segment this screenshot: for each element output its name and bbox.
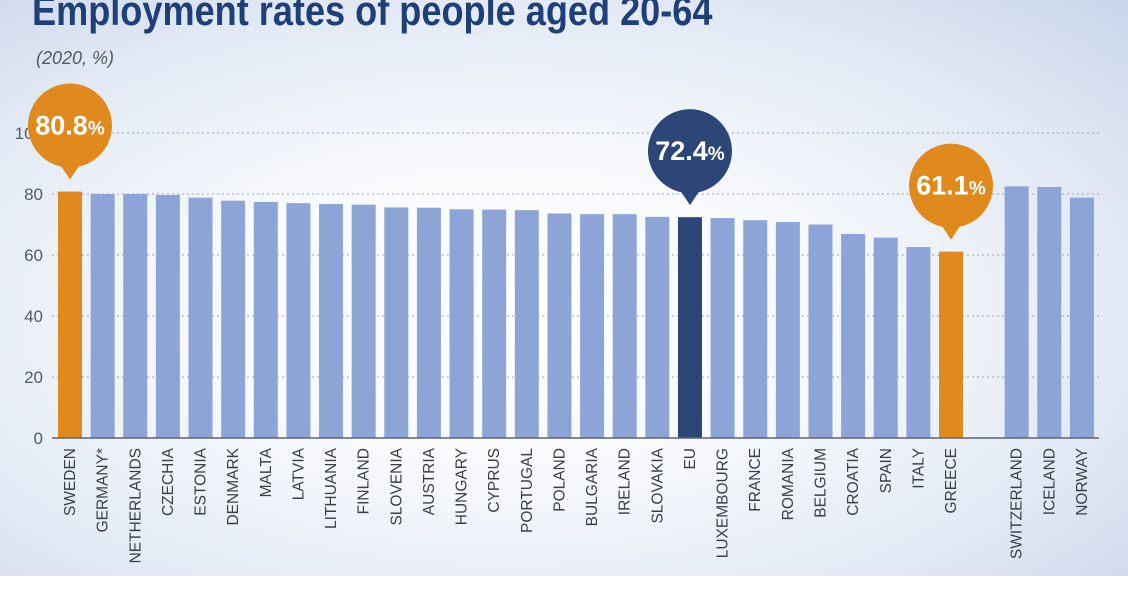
- bar-france: [743, 220, 768, 438]
- chart-subtitle: (2020, %): [36, 48, 115, 68]
- callout-value: 61.1%: [916, 171, 986, 201]
- y-axis-ticks: 020406080100: [15, 124, 43, 448]
- x-tick-label: FINLAND: [356, 448, 373, 514]
- bars: [58, 186, 1094, 438]
- x-tick-label: HUNGARY: [454, 448, 471, 525]
- chart-panel: Employment rates of people aged 20-64 (2…: [0, 0, 1128, 576]
- x-tick-label: SLOVAKIA: [649, 447, 666, 523]
- callout-eu: 72.4%: [647, 109, 732, 206]
- bar-ireland: [612, 214, 637, 438]
- bar-belgium: [808, 224, 833, 438]
- x-tick-label: GREECE: [943, 448, 960, 513]
- callout-bubble: [28, 83, 112, 168]
- bar-netherlands: [123, 194, 148, 438]
- callout-sweden: 80.8%: [28, 83, 112, 180]
- bar-luxembourg: [710, 218, 735, 438]
- x-tick-label: SLOVENIA: [388, 447, 405, 525]
- bar-czechia: [155, 194, 180, 438]
- x-tick-label: NETHERLANDS: [127, 448, 144, 563]
- x-tick-label: PORTUGAL: [519, 448, 536, 533]
- bar-portugal: [514, 210, 539, 438]
- y-tick-label: 0: [34, 429, 43, 448]
- bar-bulgaria: [580, 214, 605, 438]
- callout-pointer: [677, 187, 702, 206]
- x-axis-labels: SWEDEN GERMANY* NETHERLANDS CZECHIA ESTONIA D…: [62, 447, 1091, 563]
- bar-eu: [677, 217, 702, 438]
- callout-value: 80.8%: [35, 111, 105, 141]
- x-tick-label: CZECHIA: [160, 447, 177, 516]
- x-tick-label: MALTA: [258, 447, 275, 497]
- x-tick-label: BELGIUM: [812, 448, 829, 518]
- bar-denmark: [221, 200, 246, 438]
- callout-bubble: [647, 109, 732, 194]
- y-tick-label: 20: [24, 368, 43, 387]
- x-tick-label: POLAND: [551, 448, 568, 512]
- callout-pointer: [939, 221, 964, 240]
- x-tick-label: CYPRUS: [486, 448, 503, 513]
- y-tick-label: 60: [24, 246, 43, 265]
- x-tick-label: SWITZERLAND: [1009, 448, 1026, 559]
- bar-latvia: [286, 203, 311, 438]
- callout-value: 72.4%: [655, 136, 725, 166]
- x-tick-label: AUSTRIA: [421, 447, 438, 515]
- value-callouts: 80.8% 72.4% 61.1%: [28, 83, 994, 240]
- callout-greece: 61.1%: [909, 143, 994, 240]
- bar-chart: 020406080100 SWEDENGERMANY*NETHERLANDSCZ…: [15, 83, 1099, 563]
- chart-title: Employment rates of people aged 20-64: [32, 0, 713, 34]
- bar-poland: [547, 213, 572, 438]
- x-tick-label: LATVIA: [290, 447, 307, 500]
- bar-austria: [416, 207, 441, 438]
- x-tick-label: FRANCE: [747, 448, 764, 512]
- bar-slovenia: [384, 207, 409, 438]
- bar-malta: [253, 201, 278, 438]
- y-tick-label: 80: [24, 185, 43, 204]
- bar-croatia: [841, 233, 866, 438]
- bar-greece: [939, 251, 964, 438]
- x-tick-label: LUXEMBOURG: [715, 448, 732, 558]
- bar-norway: [1069, 197, 1094, 438]
- x-tick-label: LITHUANIA: [323, 447, 340, 529]
- x-tick-label: NORWAY: [1074, 448, 1091, 516]
- x-tick-label: ESTONIA: [193, 447, 210, 515]
- bar-italy: [906, 247, 931, 438]
- x-tick-label: EU: [682, 448, 699, 470]
- x-tick-label: SPAIN: [878, 448, 895, 493]
- x-tick-label: DENMARK: [225, 447, 242, 525]
- bar-finland: [351, 204, 376, 438]
- x-tick-label: IRELAND: [617, 448, 634, 515]
- bar-sweden: [58, 191, 82, 438]
- y-tick-label: 40: [24, 307, 43, 326]
- bar-slovakia: [645, 216, 670, 438]
- bar-iceland: [1037, 186, 1062, 438]
- bar-spain: [873, 237, 898, 438]
- bar-switzerland: [1004, 186, 1029, 438]
- x-tick-label: ITALY: [910, 448, 927, 489]
- x-tick-label: ROMANIA: [780, 447, 797, 520]
- bar-lithuania: [319, 204, 344, 438]
- x-tick-label: GERMANY*: [95, 448, 112, 532]
- callout-pointer: [58, 161, 82, 180]
- bar-germany: [90, 194, 115, 438]
- x-tick-label: ICELAND: [1041, 448, 1058, 515]
- bar-romania: [775, 222, 800, 438]
- x-tick-label: SWEDEN: [62, 448, 79, 516]
- callout-bubble: [909, 143, 994, 228]
- bar-estonia: [188, 197, 213, 438]
- x-tick-label: CROATIA: [845, 447, 862, 515]
- bar-hungary: [449, 209, 474, 438]
- bar-cyprus: [482, 209, 507, 438]
- x-tick-label: BULGARIA: [584, 447, 601, 526]
